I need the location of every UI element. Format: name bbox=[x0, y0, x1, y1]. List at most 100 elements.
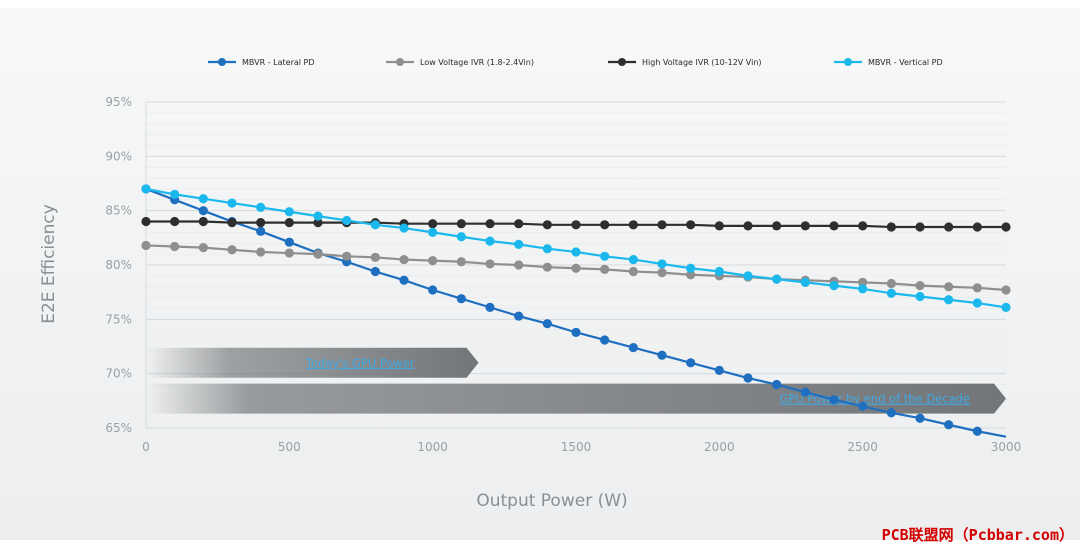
annotation-arrows: Today's GPU Power GPU Power by end of the… bbox=[146, 347, 1006, 414]
y-tick-labels: 65% 70% 75% 80% 85% 90% 95% bbox=[105, 95, 132, 435]
data-point bbox=[686, 358, 696, 368]
data-point bbox=[944, 295, 954, 305]
data-point bbox=[542, 220, 552, 230]
legend-marker bbox=[396, 58, 404, 66]
data-point bbox=[227, 198, 237, 208]
x-tick-label: 2000 bbox=[704, 440, 735, 454]
data-point bbox=[628, 220, 638, 230]
y-tick-label: 95% bbox=[105, 95, 132, 109]
x-tick-label: 0 bbox=[142, 440, 150, 454]
data-point bbox=[886, 222, 896, 232]
data-point bbox=[198, 243, 208, 253]
data-point bbox=[370, 266, 380, 277]
data-point bbox=[399, 223, 409, 233]
legend-marker bbox=[618, 58, 626, 66]
data-point bbox=[944, 420, 954, 430]
data-point bbox=[428, 219, 438, 229]
data-point bbox=[886, 408, 896, 418]
data-point bbox=[800, 221, 810, 231]
data-point bbox=[428, 227, 438, 237]
data-point bbox=[485, 259, 495, 269]
legend-item: Low Voltage IVR (1.8-2.4Vin) bbox=[386, 58, 534, 67]
x-tick-label: 500 bbox=[278, 440, 301, 454]
data-point bbox=[886, 278, 896, 289]
data-point bbox=[542, 244, 552, 254]
data-point bbox=[657, 220, 667, 230]
data-point bbox=[456, 294, 466, 304]
chart-background bbox=[0, 8, 1080, 540]
data-point bbox=[743, 271, 753, 281]
data-point bbox=[370, 220, 380, 230]
data-point bbox=[198, 194, 208, 204]
data-point bbox=[628, 342, 638, 353]
data-point bbox=[886, 288, 896, 298]
series-lines bbox=[141, 184, 1011, 438]
x-tick-label: 3000 bbox=[991, 440, 1022, 454]
data-point bbox=[399, 275, 409, 285]
data-point bbox=[743, 373, 753, 383]
legend-label: MBVR - Lateral PD bbox=[242, 58, 315, 67]
data-point bbox=[313, 211, 323, 221]
data-point bbox=[714, 266, 724, 277]
data-point bbox=[571, 247, 581, 257]
data-point bbox=[858, 401, 868, 411]
data-point bbox=[686, 220, 696, 230]
data-point bbox=[227, 218, 237, 228]
data-point bbox=[829, 395, 839, 405]
data-point bbox=[743, 221, 753, 231]
annotation-label: GPU Power by end of the Decade bbox=[780, 392, 970, 406]
data-point bbox=[858, 284, 868, 294]
data-point bbox=[485, 302, 495, 312]
data-point bbox=[972, 426, 982, 436]
y-tick-label: 90% bbox=[105, 149, 132, 163]
data-point bbox=[1001, 302, 1011, 312]
data-point bbox=[342, 251, 352, 261]
data-point bbox=[600, 264, 610, 274]
data-point bbox=[628, 266, 638, 277]
data-point bbox=[198, 216, 208, 227]
data-point bbox=[800, 387, 810, 397]
watermark-text: PCB联盟网（Pcbbar.com） bbox=[881, 526, 1074, 544]
data-point bbox=[772, 274, 782, 284]
data-point bbox=[284, 237, 294, 247]
data-point bbox=[256, 247, 266, 257]
data-point bbox=[370, 252, 380, 262]
legend: MBVR - Lateral PD Low Voltage IVR (1.8-2.… bbox=[208, 58, 943, 67]
data-point bbox=[485, 219, 495, 229]
y-tick-label: 65% bbox=[105, 421, 132, 435]
legend-marker bbox=[844, 58, 852, 66]
data-point bbox=[628, 254, 638, 265]
data-point bbox=[141, 216, 151, 227]
data-point bbox=[514, 239, 524, 249]
y-tick-label: 80% bbox=[105, 258, 132, 272]
data-point bbox=[858, 277, 868, 287]
y-axis-title: E2E Efficiency bbox=[39, 204, 59, 324]
series-0 bbox=[141, 184, 1007, 438]
y-tick-label: 70% bbox=[105, 367, 132, 381]
data-point bbox=[571, 220, 581, 230]
data-point bbox=[198, 206, 208, 216]
data-point bbox=[600, 335, 610, 345]
data-point bbox=[170, 216, 180, 227]
data-point bbox=[542, 319, 552, 329]
data-point bbox=[571, 327, 581, 337]
data-point bbox=[428, 256, 438, 266]
x-axis-title: Output Power (W) bbox=[476, 491, 627, 511]
data-point bbox=[972, 222, 982, 232]
data-point bbox=[915, 281, 925, 291]
data-point bbox=[915, 291, 925, 302]
data-point bbox=[686, 263, 696, 273]
data-point bbox=[428, 285, 438, 295]
y-tick-label: 75% bbox=[105, 312, 132, 326]
data-point bbox=[800, 277, 810, 287]
data-point bbox=[657, 350, 667, 360]
data-point bbox=[284, 218, 294, 228]
data-point bbox=[772, 221, 782, 231]
data-point bbox=[227, 245, 237, 255]
data-point bbox=[399, 254, 409, 265]
data-point bbox=[170, 189, 180, 199]
data-point bbox=[686, 270, 696, 280]
data-point bbox=[170, 241, 180, 252]
